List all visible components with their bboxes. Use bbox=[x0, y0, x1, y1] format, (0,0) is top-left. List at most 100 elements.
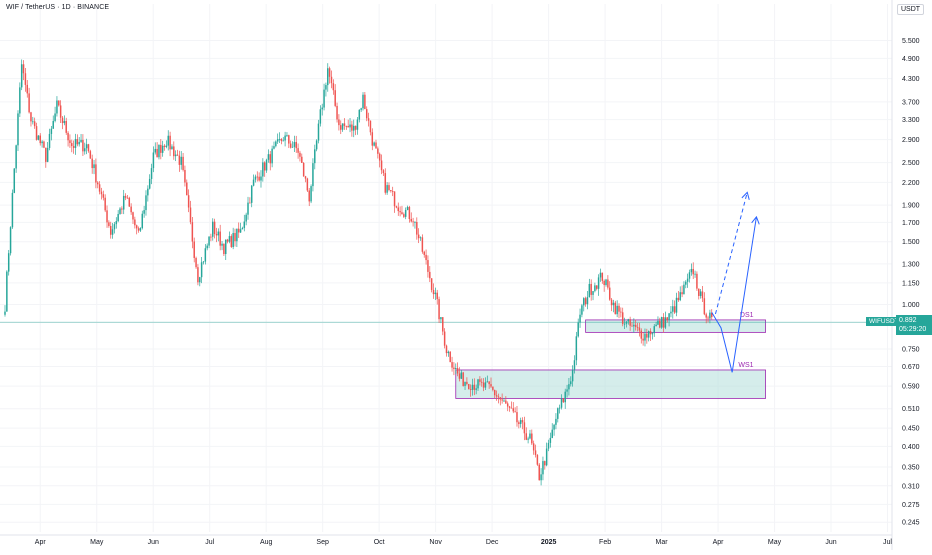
candle-body bbox=[440, 317, 442, 320]
candle-body bbox=[332, 83, 335, 91]
candle-body bbox=[451, 362, 453, 368]
candle-body bbox=[232, 233, 234, 247]
time-tick-label: Apr bbox=[35, 539, 47, 546]
candle-body bbox=[445, 345, 448, 354]
candle-body bbox=[171, 146, 173, 150]
candle-body bbox=[215, 234, 218, 236]
last-price-badge: 0.892 05:29:20 bbox=[896, 315, 932, 335]
candle-body bbox=[518, 422, 520, 425]
candle-body bbox=[471, 384, 474, 390]
candle-body bbox=[594, 285, 596, 292]
candle-body bbox=[557, 408, 559, 419]
candle-body bbox=[588, 283, 591, 297]
candle-body bbox=[226, 239, 229, 242]
candle-body bbox=[122, 195, 125, 210]
candle-body bbox=[477, 379, 479, 389]
candle-body bbox=[50, 128, 53, 134]
candle-body bbox=[323, 89, 325, 108]
candle-body bbox=[199, 277, 201, 283]
candle-body bbox=[82, 139, 84, 152]
candle-body bbox=[262, 162, 264, 177]
candle-body bbox=[243, 221, 246, 228]
candle-body bbox=[282, 140, 284, 142]
price-tick-label: 4.900 bbox=[902, 56, 920, 63]
candle-body bbox=[382, 170, 385, 174]
candle-body bbox=[672, 306, 674, 312]
candle-body bbox=[666, 317, 668, 320]
candle-body bbox=[352, 125, 355, 131]
candle-body bbox=[508, 406, 511, 408]
candle-body bbox=[506, 403, 509, 407]
candle-body bbox=[636, 326, 639, 328]
candle-body bbox=[640, 330, 643, 339]
candle-body bbox=[6, 271, 8, 312]
candle-body bbox=[351, 124, 353, 131]
candle-body bbox=[581, 305, 583, 315]
time-axis[interactable]: Apr May Jun Jul Aug Sep Oct Nov Dec 2025 Feb Mar Apr… bbox=[0, 534, 932, 546]
candle-body bbox=[45, 147, 47, 162]
candle-body bbox=[173, 146, 175, 157]
candle-body bbox=[568, 384, 570, 390]
candle-body bbox=[289, 143, 292, 148]
candle-body bbox=[493, 389, 496, 396]
candle-body bbox=[280, 138, 283, 141]
candle-body bbox=[310, 186, 312, 202]
candle-body bbox=[555, 418, 557, 425]
candle-body bbox=[384, 173, 387, 193]
candle-body bbox=[421, 237, 424, 252]
candle-body bbox=[436, 292, 438, 300]
time-tick-label: May bbox=[90, 539, 104, 546]
candle-body bbox=[143, 210, 145, 214]
candle-body bbox=[566, 389, 568, 392]
candle-body bbox=[685, 281, 687, 285]
candle-body bbox=[538, 464, 540, 481]
candle-body bbox=[208, 236, 210, 246]
candle-body bbox=[256, 176, 259, 178]
candle-body bbox=[174, 154, 177, 157]
candle-body bbox=[224, 239, 227, 255]
candle-body bbox=[93, 164, 95, 169]
candle-body bbox=[273, 146, 275, 149]
candle-body bbox=[536, 454, 539, 465]
zone-ws1 bbox=[455, 369, 766, 399]
candle-body bbox=[664, 317, 667, 328]
candle-body bbox=[401, 212, 403, 215]
candle-body bbox=[169, 135, 171, 150]
candle-body bbox=[516, 412, 518, 423]
price-tick-label: 1.500 bbox=[902, 239, 920, 246]
candle-body bbox=[380, 160, 383, 171]
candle-body bbox=[603, 280, 605, 286]
price-tick-label: 1.700 bbox=[902, 220, 920, 227]
candle-body bbox=[252, 179, 255, 186]
candle-body bbox=[137, 228, 140, 231]
candle-body bbox=[456, 368, 459, 374]
price-tick-label: 0.590 bbox=[902, 384, 920, 391]
candle-body bbox=[98, 184, 101, 192]
candle-body bbox=[532, 443, 535, 451]
candle-body bbox=[59, 105, 62, 118]
candle-body bbox=[154, 148, 157, 153]
candle-body bbox=[497, 396, 500, 398]
candle-body bbox=[239, 229, 242, 233]
candle-body bbox=[319, 109, 322, 124]
candle-body bbox=[455, 368, 457, 370]
candle-body bbox=[67, 132, 69, 141]
candle-body bbox=[286, 135, 288, 136]
candle-body bbox=[468, 383, 470, 390]
time-tick-label: Jul bbox=[883, 539, 892, 546]
price-axis[interactable]: 5.500 4.900 4.300 3.700 3.300 2.900 2.500 2.200… bbox=[891, 0, 920, 550]
candle-body bbox=[128, 197, 131, 207]
candle-body bbox=[391, 191, 394, 192]
time-tick-label: Feb bbox=[599, 539, 611, 546]
currency-button[interactable]: USDT bbox=[897, 4, 925, 15]
candle-body bbox=[35, 126, 38, 140]
candle-body bbox=[54, 113, 56, 121]
time-tick-label: Mar bbox=[656, 539, 669, 546]
candle-body bbox=[265, 159, 268, 171]
price-tick-label: 3.300 bbox=[902, 117, 920, 124]
candle-body bbox=[495, 395, 498, 397]
candle-body bbox=[223, 243, 225, 255]
candle-body bbox=[545, 448, 548, 466]
